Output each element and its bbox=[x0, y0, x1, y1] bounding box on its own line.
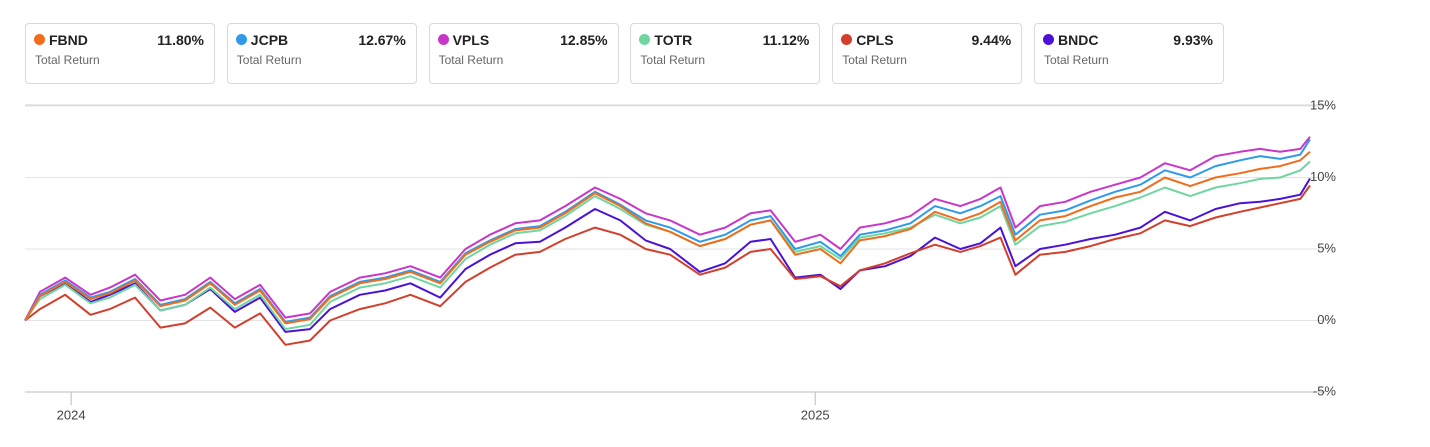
series-line bbox=[24, 136, 1311, 321]
legend-marker bbox=[841, 34, 853, 45]
x-tick-label: 2024 bbox=[57, 407, 86, 422]
legend-card: JCPB 12.67% Total Return bbox=[226, 23, 417, 84]
legend-label: BNDC bbox=[1058, 32, 1099, 48]
series-line bbox=[24, 160, 1311, 331]
total-return: 12.85% bbox=[560, 32, 608, 48]
total-return: 12.67% bbox=[358, 32, 406, 48]
legend-card: BNDC 9.93% Total Return bbox=[1034, 23, 1224, 84]
total-return: 9.93% bbox=[1173, 32, 1213, 48]
legend-card: TOTR 11.12% Total Return bbox=[630, 23, 821, 84]
series-line bbox=[24, 184, 1311, 346]
y-tick-label: 5% bbox=[1317, 240, 1336, 255]
metric-label: Total Return bbox=[236, 53, 302, 67]
metric-label: Total Return bbox=[842, 53, 907, 67]
legend-marker bbox=[235, 34, 247, 45]
metric-label: Total Return bbox=[35, 53, 100, 67]
legend-card: VPLS 12.85% Total Return bbox=[428, 23, 619, 84]
total-return: 11.12% bbox=[762, 32, 810, 48]
legend-label: VPLS bbox=[452, 32, 490, 48]
legend-label: JCPB bbox=[250, 32, 289, 48]
y-tick-label: -5% bbox=[1313, 383, 1337, 398]
legend-card: CPLS 9.44% Total Return bbox=[832, 23, 1023, 84]
x-tick-label: 2025 bbox=[801, 407, 830, 422]
metric-label: Total Return bbox=[640, 53, 706, 67]
legend-label: CPLS bbox=[856, 32, 894, 48]
legend-label: TOTR bbox=[654, 32, 693, 48]
metric-label: Total Return bbox=[1044, 53, 1109, 67]
legend-label: FBND bbox=[49, 32, 88, 48]
y-tick-label: 0% bbox=[1317, 312, 1336, 327]
legend-card: FBND 11.80% Total Return bbox=[25, 23, 215, 84]
y-tick-label: 10% bbox=[1310, 169, 1336, 184]
legend-marker bbox=[34, 34, 45, 45]
legend-marker bbox=[639, 34, 651, 45]
total-return: 11.80% bbox=[157, 32, 204, 48]
series-line bbox=[24, 151, 1311, 325]
legend-marker bbox=[437, 34, 449, 45]
metric-label: Total Return bbox=[438, 53, 504, 67]
legend-marker bbox=[1043, 34, 1054, 45]
series-line bbox=[24, 138, 1311, 323]
total-return: 9.44% bbox=[971, 32, 1012, 48]
series-line bbox=[24, 177, 1311, 333]
y-tick-label: 15% bbox=[1310, 97, 1336, 112]
